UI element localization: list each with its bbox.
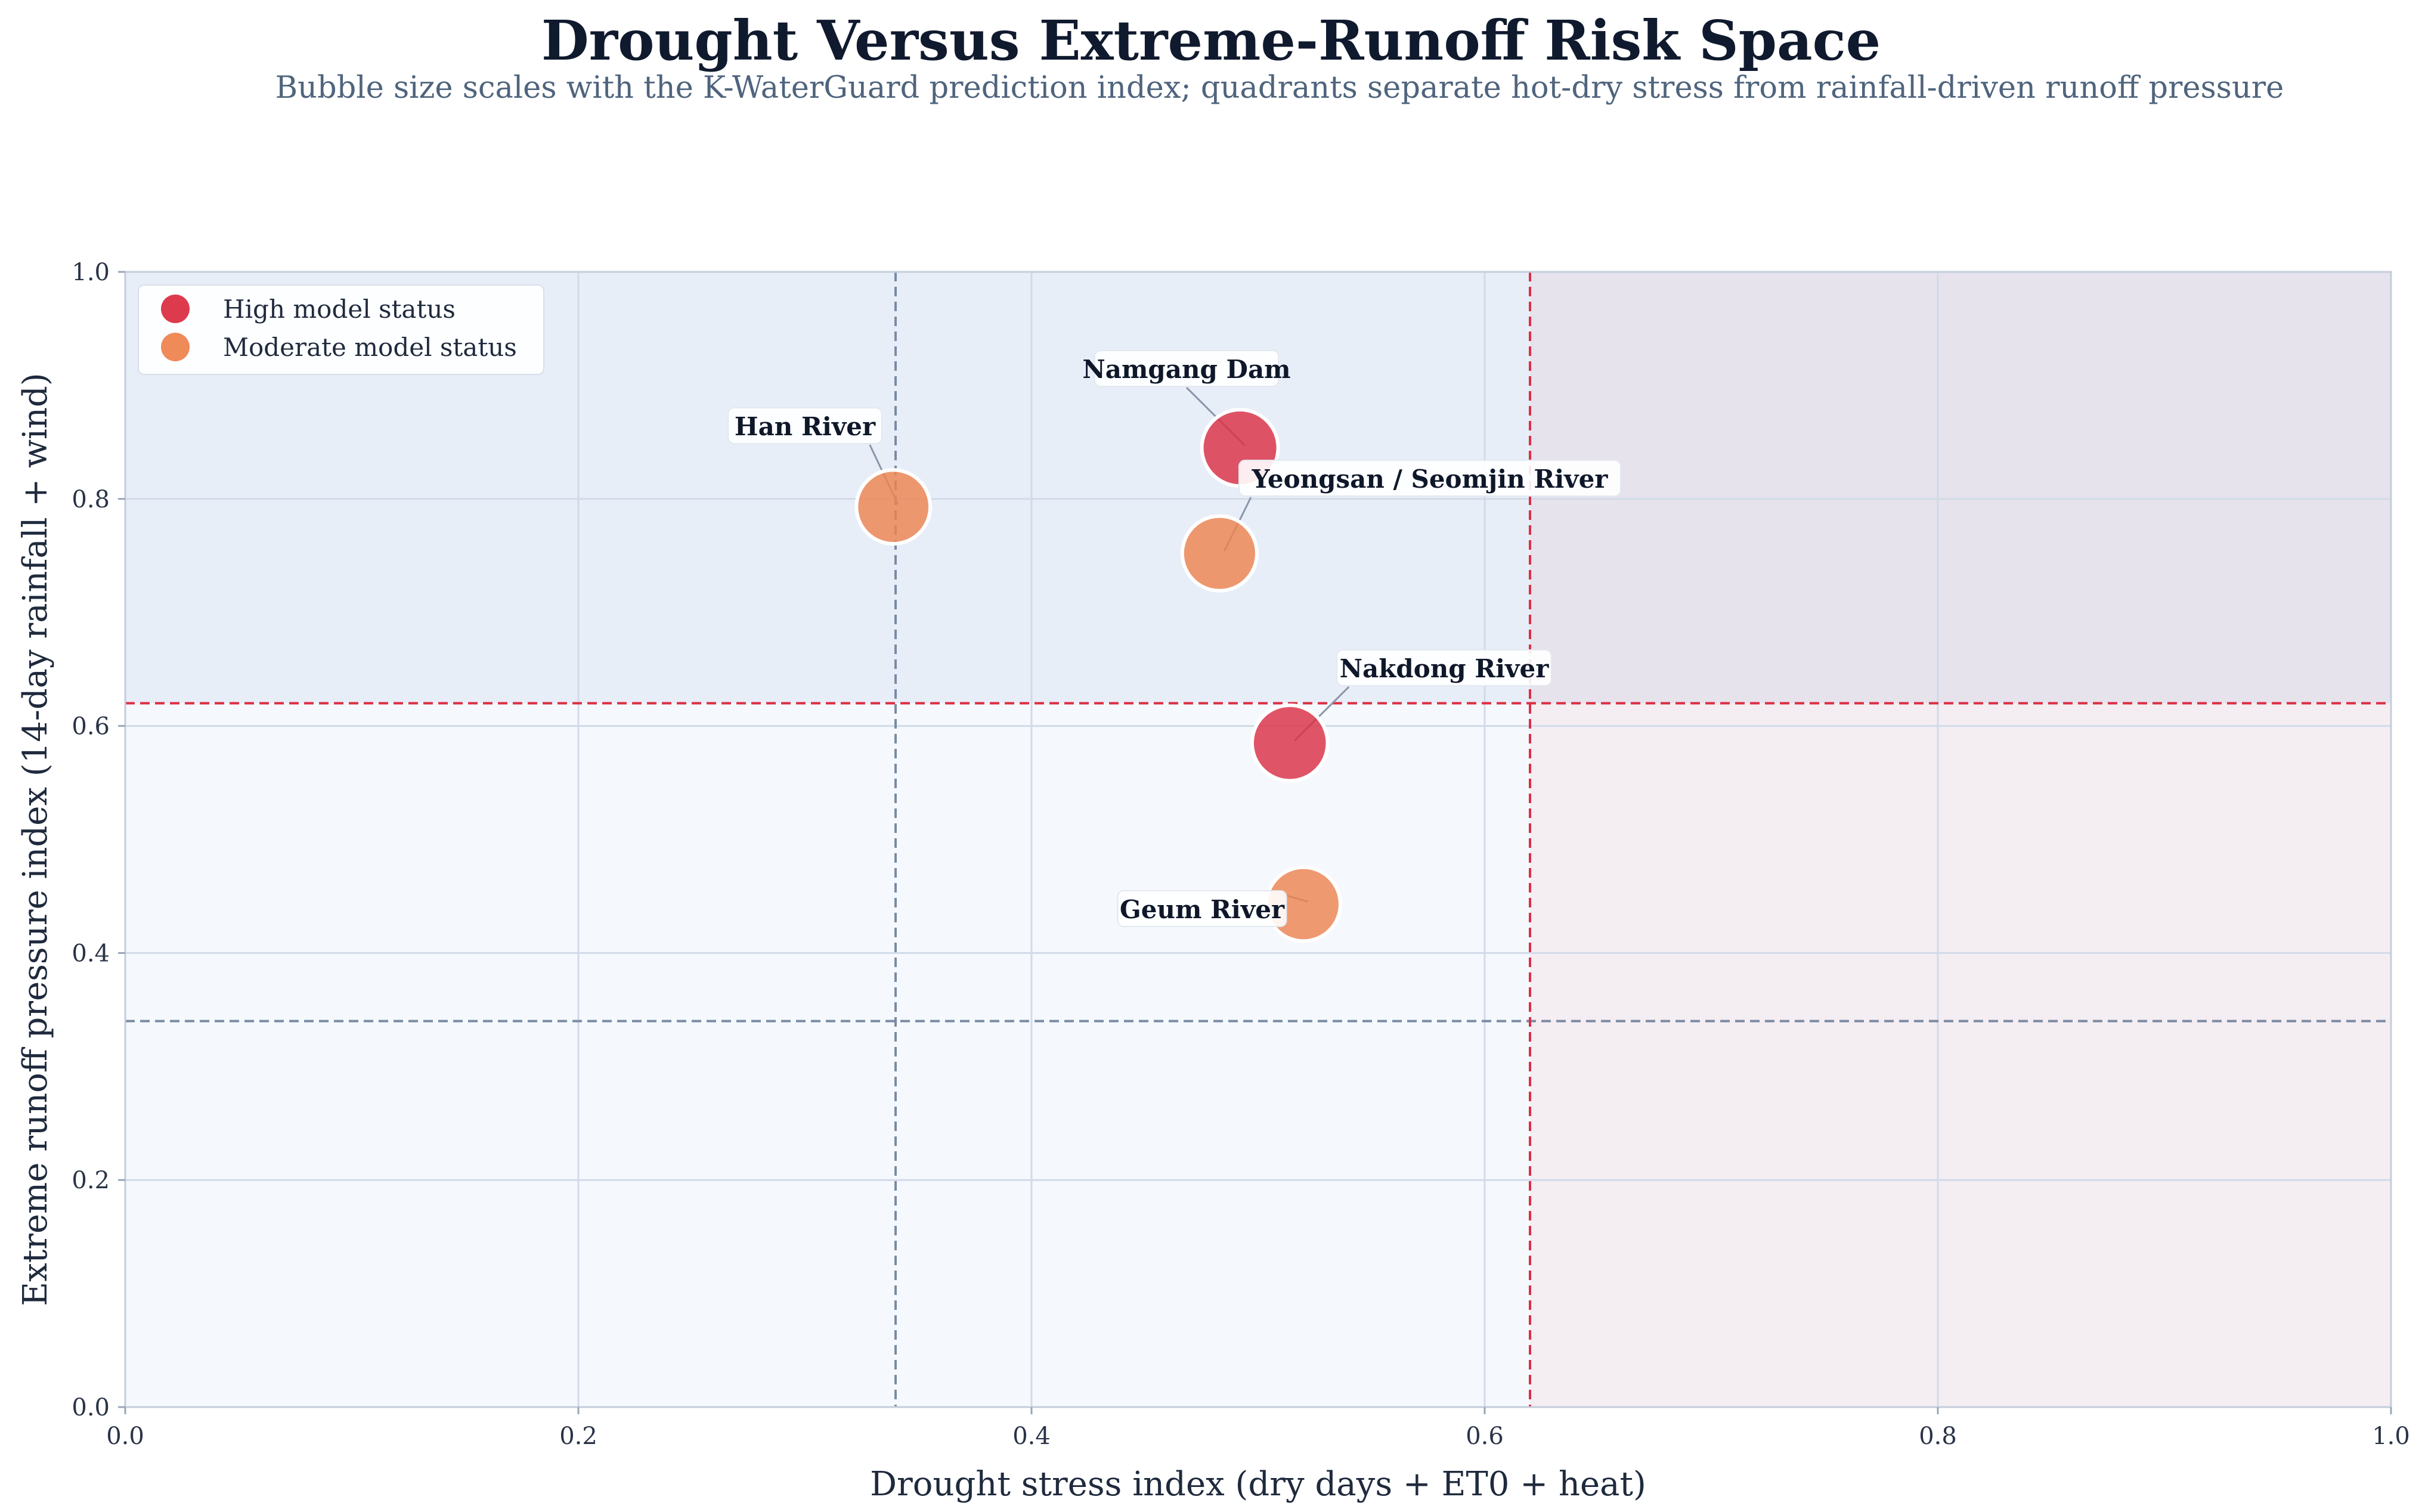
- legend-label-moderate: Moderate model status: [223, 333, 517, 362]
- chart-title: Drought Versus Extreme-Runoff Risk Space: [541, 8, 1881, 73]
- point-label: Han River: [735, 412, 876, 441]
- point-label: Yeongsan / Seomjin River: [1252, 464, 1609, 494]
- annotation-box: [1117, 890, 1287, 927]
- x-tick-label: 0.2: [559, 1423, 597, 1450]
- legend-label-high: High model status: [223, 295, 456, 324]
- x-axis-label: Drought stress index (dry days + ET0 + h…: [870, 1465, 1646, 1504]
- y-tick-label: 0.6: [72, 713, 110, 740]
- y-tick-label: 0.4: [72, 940, 110, 967]
- x-tick-label: 0.8: [1919, 1423, 1957, 1450]
- y-tick-label: 0.8: [72, 486, 110, 513]
- quadrant-bottom-left: [125, 703, 1530, 1407]
- chart-subtitle: Bubble size scales with the K-WaterGuard…: [275, 70, 2284, 106]
- data-point: [1180, 514, 1259, 593]
- y-axis-label: Extreme runoff pressure index (14-day ra…: [16, 373, 55, 1306]
- quadrant-bottom-right: [1530, 703, 2391, 1407]
- point-label: Namgang Dam: [1082, 355, 1290, 384]
- legend: High model status Moderate model status: [138, 284, 544, 375]
- point-label: Geum River: [1120, 895, 1285, 924]
- annotation-box: [1094, 350, 1280, 387]
- data-point: [1250, 703, 1330, 783]
- y-tick-label: 0.2: [72, 1167, 110, 1194]
- x-tick-label: 1.0: [2372, 1423, 2410, 1450]
- legend-box: [138, 284, 544, 375]
- x-tick-label: 0.6: [1466, 1423, 1504, 1450]
- y-tick-label: 1.0: [72, 259, 110, 286]
- x-tick-label: 0.0: [106, 1423, 144, 1450]
- plot-frame: [124, 271, 2392, 1408]
- x-tick-label: 0.4: [1012, 1423, 1051, 1450]
- annotation-box: [727, 407, 882, 444]
- axis-ticks: 0.0 0.2 0.4 0.6 0.8 1.0 0.0 0.2 0.4 0.6 0.8 1.0: [72, 259, 2409, 1450]
- point-label: Nakdong River: [1340, 654, 1550, 683]
- y-tick-label: 0.0: [72, 1394, 110, 1421]
- annotation-box: [1238, 460, 1621, 497]
- point-annotations: Namgang Dam Han River Yeongsan / Seomjin R…: [727, 350, 1621, 927]
- reference-lines: [125, 272, 2391, 1407]
- data-point: [854, 468, 933, 546]
- quadrant-top-right: [1530, 272, 2391, 704]
- plot-border: [124, 271, 2392, 1408]
- legend-marker-moderate: [161, 333, 190, 361]
- annotation-box: [1336, 649, 1552, 686]
- legend-marker-high: [161, 295, 190, 323]
- quadrant-backgrounds: [125, 272, 2391, 1407]
